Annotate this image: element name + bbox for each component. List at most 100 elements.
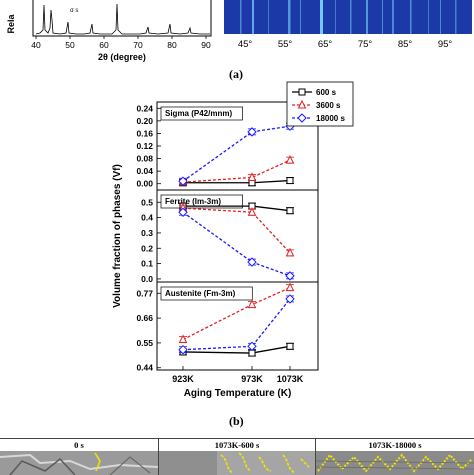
xrd-xtick-label: 50 [65,40,75,50]
heatmap-streak [392,0,394,34]
data-point [247,172,257,181]
xrd-xticks: 40 50 60 70 80 90 [31,36,211,50]
legend-label: 3600 s [316,101,341,110]
heatmap-streak [350,0,352,34]
xrd-xtick-label: 40 [31,40,41,50]
data-point [247,127,257,137]
ytick-label: 0.66 [136,313,153,323]
micrograph-header: 0 s [74,440,84,450]
subplot-title-box [160,194,243,209]
heatmap-streak [288,0,291,34]
panel-a: σ s Rela 40 50 60 70 80 90 2θ (degree) 45° 55°… [6,0,472,62]
heatmap-xtick-label: 45° [238,39,253,50]
heatmap-streak [366,0,368,34]
ytick-label: 0.24 [136,103,153,113]
ytick-label: 0.44 [136,363,153,373]
heatmap-streak [335,0,336,34]
micrograph-600s: 1073K-600 s [159,439,316,475]
legend: 600 s 3600 s 18000 s [286,81,354,127]
subplot-title: Austenite (Fm-3m) [165,289,236,298]
data-point [178,344,188,355]
subplot-title: Ferrite (Im-3m) [165,197,221,206]
ytick-label: 0.00 [136,179,153,189]
micrograph-header: 1073K-18000 s [368,440,422,450]
micrograph-header: 1073K-600 s [214,440,260,450]
heatmap-streak [428,0,429,34]
xrd-ylabel-fragment: Rela [6,14,16,34]
ytick-label: 0.5 [141,197,153,207]
data-point [285,282,295,292]
xrd-xtick-label: 90 [201,40,211,50]
heatmap-streak [410,0,412,34]
xrd-xlabel: 2θ (degree) [98,52,146,62]
series-line [183,205,291,212]
plot-frame [156,101,319,371]
subplot-title: Sigma (P42/mnm) [165,109,232,118]
legend-marker [297,113,307,123]
panel-b-label: (b) [229,414,244,428]
xrd-phase-label: σ s [70,8,78,14]
data-point [247,299,257,309]
legend-label: 18000 s [316,114,345,123]
series-line [182,211,291,277]
data-point [178,176,188,186]
heatmap-streak [300,0,301,34]
data-point [247,257,257,267]
panel-a-label: (a) [229,67,243,81]
heatmap-xticks: 45° 55° 65° 75° 85° 95° [238,39,453,50]
heatmap-plot: 45° 55° 65° 75° 85° 95° [224,0,472,50]
legend-label: 600 s [316,88,337,97]
series-line [182,159,291,183]
data-point [286,342,294,350]
data-point [247,341,257,352]
data-point [285,247,295,257]
heatmap-xtick-label: 55° [278,39,293,50]
legend-marker [297,99,307,109]
micrograph-strip: 0 s 1073K-600 s 1073K-18000 s [0,438,474,475]
data-point [285,155,295,164]
heatmap-xtick-label: 65° [318,39,333,50]
xrd-pattern [35,3,210,35]
xrd-frame [32,0,212,37]
series-line [182,207,291,254]
data-point [247,207,257,216]
micrograph-18000s: 1073K-18000 s [316,439,474,475]
ytick-label: 0.2 [141,243,153,253]
x-axis-label: Aging Temperature (K) [184,388,292,399]
data-point [178,334,188,344]
ytick-label: 0.16 [136,128,153,138]
data-point [178,207,188,217]
ytick-label: 0.77 [136,288,153,298]
heatmap-streak [252,0,254,34]
heatmap-xtick-label: 85° [398,39,413,50]
xrd-xtick-label: 70 [133,40,143,50]
xrd-plot: σ s Rela 40 50 60 70 80 90 2θ (degree) [6,0,212,62]
ytick-label: 0.04 [136,166,153,176]
heatmap-bg [224,0,472,34]
xtick-label: 923K [172,374,194,384]
ytick-label: 0.08 [136,154,153,164]
data-point [286,177,294,185]
subplot-title-box [160,286,253,301]
ytick-label: 0.3 [141,228,153,238]
heatmap-streak [240,0,242,34]
ytick-label: 0.20 [136,116,153,126]
data-point [285,271,295,281]
heatmap-streak [382,0,383,34]
heatmap-streak [268,0,269,34]
xrd-xtick-label: 60 [99,40,109,50]
micrograph-image [316,451,474,475]
heatmap-streak [455,0,457,34]
xtick-label: 973K [241,374,263,384]
heatmap-xtick-label: 95° [438,39,453,50]
heatmap-xtick-label: 75° [358,39,373,50]
series-line [182,345,291,354]
data-point [286,207,294,215]
heatmap-streaks [240,0,457,34]
series-line [182,298,291,351]
xtick-label: 1073K [277,374,304,384]
heatmap-streak [320,0,323,34]
ytick-label: 0.4 [141,213,153,223]
series-line [182,125,291,182]
data-point [285,294,295,304]
